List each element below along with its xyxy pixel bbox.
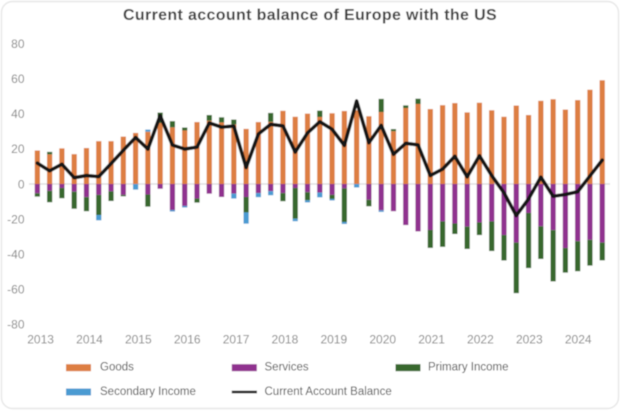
svg-text:-80: -80 bbox=[7, 318, 25, 332]
svg-text:60: 60 bbox=[11, 72, 25, 86]
svg-text:Goods: Goods bbox=[100, 362, 134, 374]
svg-text:2022: 2022 bbox=[467, 333, 494, 347]
svg-text:Current account balance of Eur: Current account balance of Europe with t… bbox=[123, 7, 497, 24]
svg-text:Primary Income: Primary Income bbox=[428, 362, 509, 374]
svg-text:2021: 2021 bbox=[418, 333, 445, 347]
svg-text:-60: -60 bbox=[7, 283, 25, 297]
svg-text:Current Account Balance: Current Account Balance bbox=[265, 386, 392, 398]
svg-text:-40: -40 bbox=[7, 248, 25, 262]
svg-text:2014: 2014 bbox=[76, 333, 103, 347]
svg-text:2023: 2023 bbox=[516, 333, 543, 347]
svg-text:2017: 2017 bbox=[223, 333, 250, 347]
svg-text:Secondary Income: Secondary Income bbox=[100, 386, 196, 398]
svg-text:2024: 2024 bbox=[565, 333, 592, 347]
svg-text:-20: -20 bbox=[7, 212, 25, 226]
svg-text:Services: Services bbox=[265, 362, 309, 374]
svg-text:20: 20 bbox=[11, 142, 25, 156]
svg-text:2013: 2013 bbox=[27, 333, 54, 347]
svg-text:2020: 2020 bbox=[369, 333, 396, 347]
svg-text:2018: 2018 bbox=[272, 333, 299, 347]
svg-text:2016: 2016 bbox=[174, 333, 201, 347]
svg-text:0: 0 bbox=[18, 177, 25, 191]
svg-text:2019: 2019 bbox=[320, 333, 347, 347]
svg-text:80: 80 bbox=[11, 37, 25, 51]
svg-text:2015: 2015 bbox=[125, 333, 152, 347]
svg-text:40: 40 bbox=[11, 107, 25, 121]
